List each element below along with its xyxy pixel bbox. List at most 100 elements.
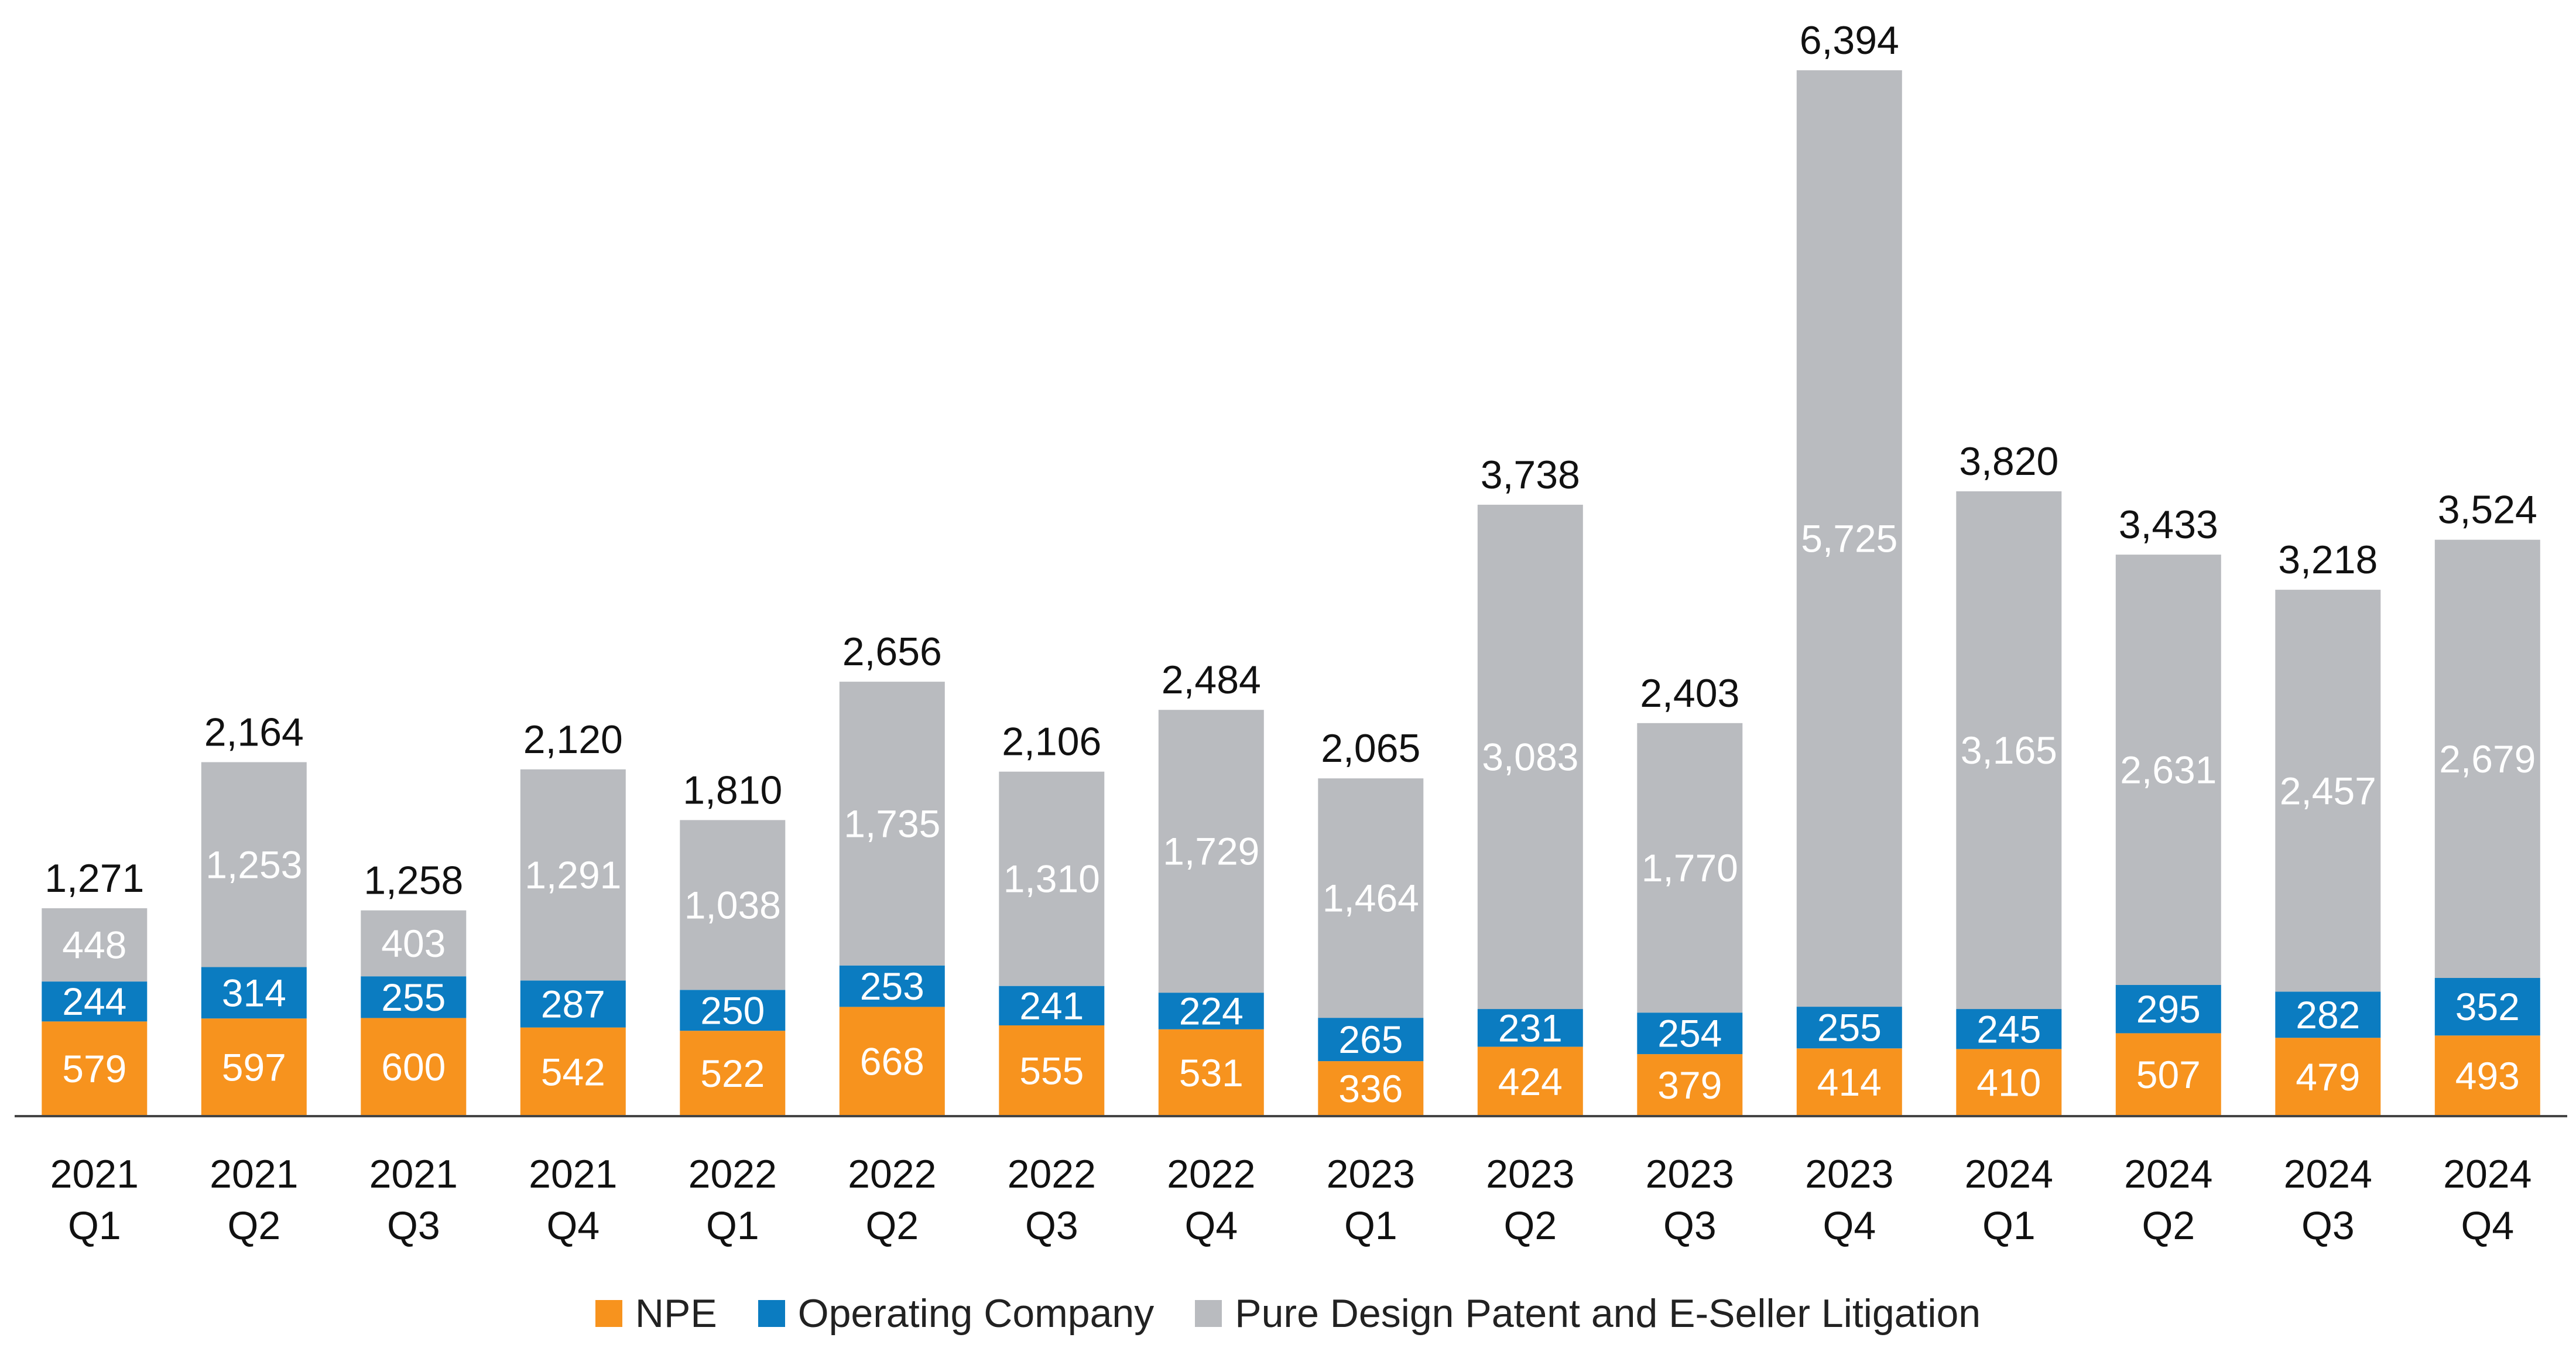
total-label: 3,433 xyxy=(2119,502,2218,547)
data-label: 507 xyxy=(2136,1053,2201,1096)
x-tick-label-quarter: Q4 xyxy=(546,1203,600,1248)
x-tick-label-year: 2021 xyxy=(369,1152,458,1196)
x-tick-label-year: 2022 xyxy=(848,1152,936,1196)
legend-swatch xyxy=(758,1300,785,1327)
data-label: 403 xyxy=(381,922,446,965)
x-tick-label-year: 2024 xyxy=(2284,1152,2372,1196)
total-label: 2,120 xyxy=(523,717,623,762)
data-label: 2,631 xyxy=(2120,748,2217,792)
data-label: 1,770 xyxy=(1642,846,1738,890)
x-tick-label-quarter: Q4 xyxy=(1823,1203,1876,1248)
data-label: 579 xyxy=(62,1047,126,1090)
data-label: 255 xyxy=(381,976,446,1019)
x-tick-label-year: 2022 xyxy=(1008,1152,1096,1196)
legend: NPE Operating Company Pure Design Patent a… xyxy=(0,1281,2576,1346)
data-label: 531 xyxy=(1179,1051,1244,1094)
data-label: 282 xyxy=(2296,993,2360,1037)
data-label: 295 xyxy=(2136,987,2201,1031)
x-tick-label-quarter: Q2 xyxy=(227,1203,280,1248)
total-label: 2,656 xyxy=(842,630,942,674)
data-label: 224 xyxy=(1179,989,1244,1032)
x-tick-label-quarter: Q2 xyxy=(2142,1203,2195,1248)
total-label: 1,810 xyxy=(683,768,782,812)
total-label: 2,403 xyxy=(1640,671,1739,716)
data-label: 668 xyxy=(860,1040,924,1083)
total-label: 1,271 xyxy=(44,856,144,901)
legend-label: NPE xyxy=(635,1291,717,1336)
total-label: 3,218 xyxy=(2278,538,2378,582)
x-tick-label-year: 2023 xyxy=(1646,1152,1734,1196)
x-tick-label-quarter: Q3 xyxy=(1663,1203,1717,1248)
data-label: 479 xyxy=(2296,1055,2360,1099)
data-label: 3,165 xyxy=(1961,728,2057,772)
legend-item: Operating Company xyxy=(758,1291,1155,1336)
data-label: 424 xyxy=(1498,1060,1563,1103)
data-label: 253 xyxy=(860,964,924,1008)
total-label: 3,524 xyxy=(2438,488,2537,532)
data-label: 5,725 xyxy=(1801,517,1897,560)
x-tick-label-year: 2021 xyxy=(210,1152,298,1196)
legend-swatch xyxy=(595,1300,622,1327)
x-tick-label-quarter: Q1 xyxy=(1982,1203,2036,1248)
legend-swatch xyxy=(1195,1300,1222,1327)
data-label: 1,038 xyxy=(684,883,781,926)
data-label: 250 xyxy=(700,988,765,1032)
total-label: 3,738 xyxy=(1481,453,1580,497)
data-label: 244 xyxy=(62,980,126,1023)
data-label: 1,729 xyxy=(1163,830,1259,873)
data-label: 414 xyxy=(1817,1061,1882,1104)
x-tick-label-quarter: Q2 xyxy=(1503,1203,1557,1248)
data-label: 597 xyxy=(222,1046,286,1089)
x-tick-label-year: 2022 xyxy=(688,1152,777,1196)
data-label: 2,457 xyxy=(2280,769,2376,812)
data-label: 542 xyxy=(541,1050,605,1093)
legend-label: Operating Company xyxy=(798,1291,1155,1336)
x-tick-label-quarter: Q1 xyxy=(706,1203,759,1248)
data-label: 1,735 xyxy=(844,802,940,845)
legend-item: Pure Design Patent and E-Seller Litigati… xyxy=(1195,1291,1981,1336)
data-label: 231 xyxy=(1498,1006,1563,1049)
data-label: 3,083 xyxy=(1482,736,1578,779)
x-tick-label-year: 2024 xyxy=(1965,1152,2053,1196)
data-label: 448 xyxy=(62,923,126,967)
total-label: 3,820 xyxy=(1959,439,2058,484)
x-tick-label-year: 2021 xyxy=(529,1152,617,1196)
x-tick-label-year: 2023 xyxy=(1486,1152,1574,1196)
x-tick-label-quarter: Q3 xyxy=(387,1203,440,1248)
legend-item: NPE xyxy=(595,1291,717,1336)
data-label: 255 xyxy=(1817,1006,1882,1049)
data-label: 379 xyxy=(1657,1063,1722,1107)
x-tick-label-year: 2021 xyxy=(50,1152,139,1196)
total-label: 2,164 xyxy=(204,710,304,755)
data-label: 352 xyxy=(2455,985,2520,1028)
data-label: 245 xyxy=(1976,1007,2041,1051)
data-label: 265 xyxy=(1338,1018,1403,1061)
x-tick-label-quarter: Q2 xyxy=(865,1203,919,1248)
data-label: 555 xyxy=(1019,1049,1084,1093)
data-label: 1,253 xyxy=(205,843,302,887)
x-tick-label-year: 2024 xyxy=(2443,1152,2532,1196)
total-label: 6,394 xyxy=(1800,18,1899,63)
data-label: 2,679 xyxy=(2439,737,2536,781)
data-label: 493 xyxy=(2455,1054,2520,1097)
data-label: 410 xyxy=(1976,1061,2041,1104)
x-tick-label-quarter: Q3 xyxy=(1025,1203,1078,1248)
x-tick-label-quarter: Q1 xyxy=(1344,1203,1397,1248)
data-label: 1,464 xyxy=(1323,877,1419,920)
stacked-bar-chart: 579 244 448 1,271 2021 Q1 597 314 1,253 2,164 2021… xyxy=(0,0,2576,1277)
x-tick-label-year: 2023 xyxy=(1805,1152,1893,1196)
x-tick-label-year: 2022 xyxy=(1167,1152,1255,1196)
x-tick-label-year: 2023 xyxy=(1327,1152,1415,1196)
x-tick-label-quarter: Q4 xyxy=(2461,1203,2514,1248)
data-label: 336 xyxy=(1338,1067,1403,1110)
data-label: 1,291 xyxy=(525,853,621,897)
data-label: 254 xyxy=(1657,1012,1722,1055)
total-label: 2,065 xyxy=(1321,726,1420,771)
data-label: 287 xyxy=(541,983,605,1026)
chart-root: 579 244 448 1,271 2021 Q1 597 314 1,253 2,164 2021… xyxy=(0,0,2576,1358)
data-label: 522 xyxy=(700,1052,765,1095)
x-tick-label-year: 2024 xyxy=(2124,1152,2212,1196)
data-label: 314 xyxy=(222,971,286,1014)
data-label: 600 xyxy=(381,1045,446,1089)
legend-label: Pure Design Patent and E-Seller Litigati… xyxy=(1235,1291,1981,1336)
